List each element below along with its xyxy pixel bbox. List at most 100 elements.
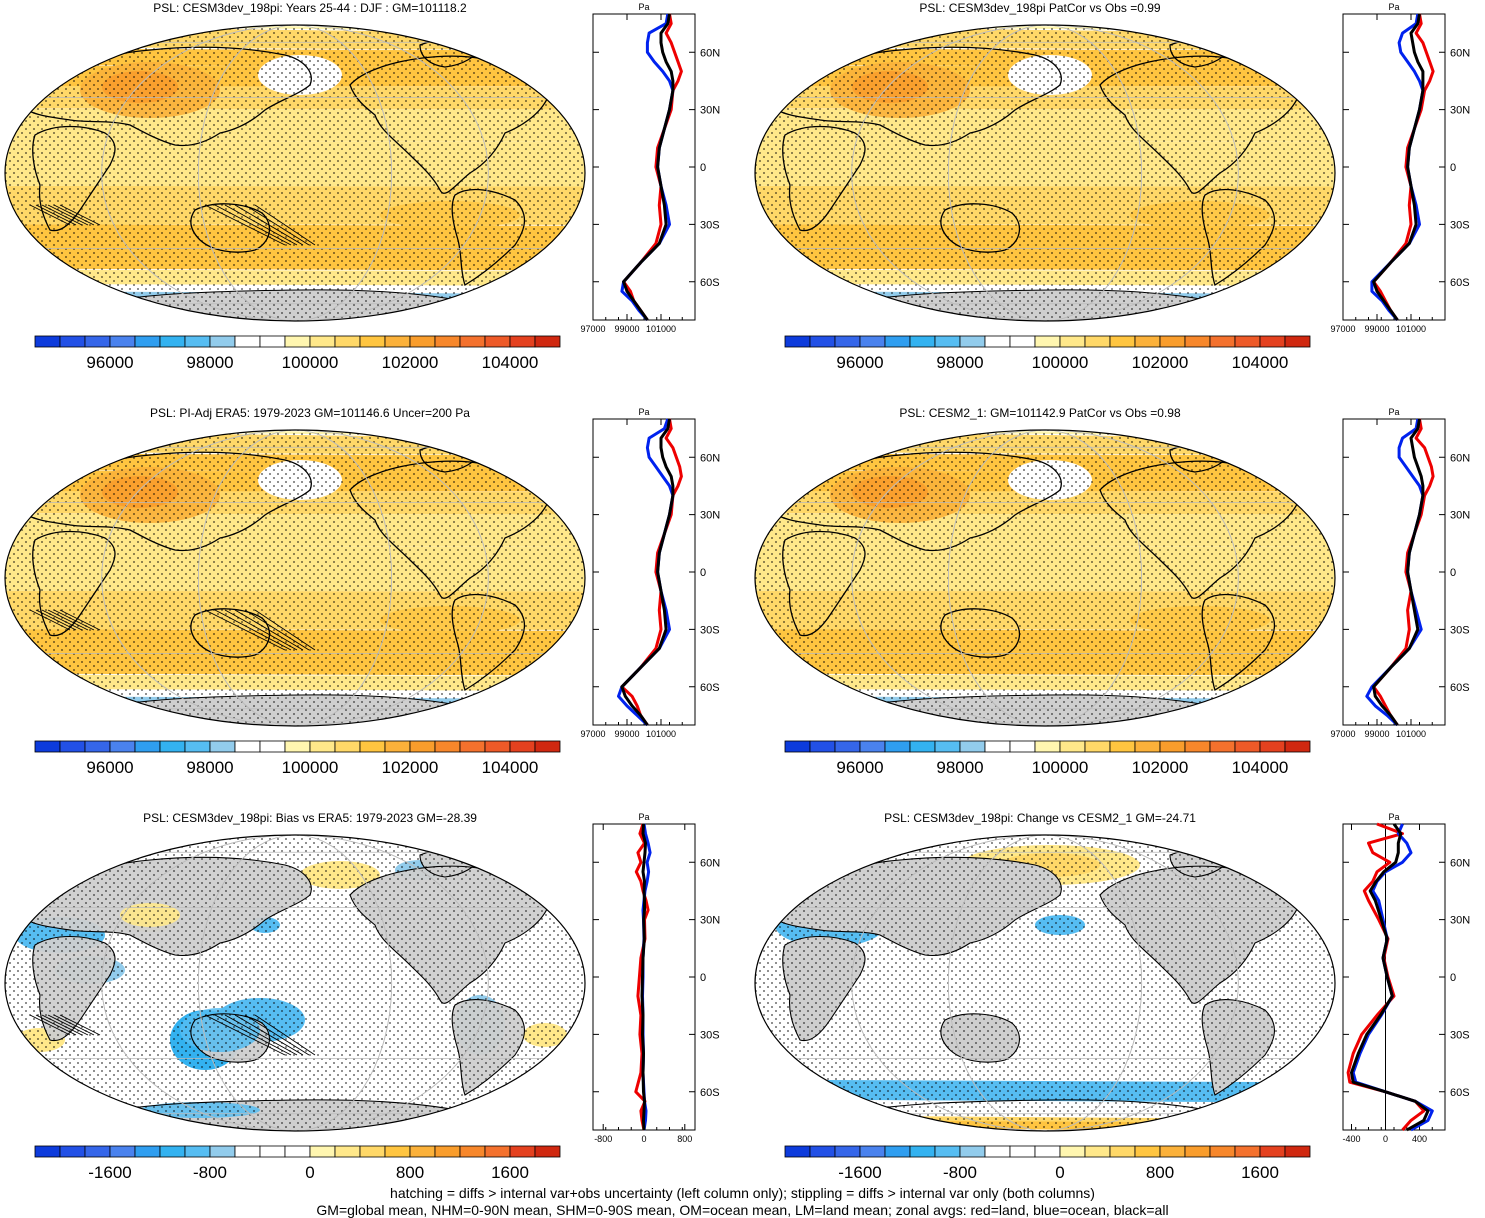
zonal-ytick-label: 60N: [1450, 452, 1470, 464]
colorbar-swatch: [509, 740, 536, 753]
colorbar-swatch: [1109, 1145, 1136, 1158]
map-field: [755, 835, 1335, 1131]
colorbar-swatch: [434, 740, 461, 753]
coastline-namerica: [1099, 865, 1299, 1004]
colorbar-swatch: [184, 335, 211, 348]
zonal-ytick-label: 60S: [1450, 682, 1470, 694]
colorbar-label: 104000: [482, 758, 539, 777]
coastline-australia: [940, 203, 1021, 253]
map-outline: [4, 429, 586, 727]
colorbar-swatch: [1209, 1145, 1236, 1158]
colorbar-swatch: [834, 740, 861, 753]
panel-6-map: [754, 834, 1336, 1132]
colorbar-label: 1600: [491, 1163, 529, 1182]
colorbar-swatch: [359, 335, 386, 348]
footnote-legend: GM=global mean, NHM=0-90N mean, SHM=0-90…: [316, 1202, 1169, 1218]
colorbar-label: 100000: [1032, 353, 1089, 372]
zonal-unit-label: Pa: [1388, 407, 1399, 417]
map-field: [755, 430, 1335, 726]
coastline-namerica: [349, 460, 549, 599]
colorbar-label: 96000: [836, 758, 883, 777]
colorbar-swatch: [159, 1145, 186, 1158]
zonal-line-land: [620, 418, 683, 726]
colorbar-swatch: [1284, 335, 1311, 348]
zonal-ytick-label: 0: [1450, 567, 1456, 579]
zonal-ytick-label: 0: [700, 972, 706, 984]
colorbar-label: 96000: [86, 758, 133, 777]
colorbar-swatch: [359, 1145, 386, 1158]
panel-6-title: PSL: CESM3dev_198pi: Change vs CESM2_1 G…: [884, 811, 1196, 825]
colorbar-swatch: [1184, 335, 1211, 348]
zonal-ytick-label: 30S: [700, 219, 720, 231]
colorbar-swatch: [184, 740, 211, 753]
colorbar-swatch: [134, 1145, 161, 1158]
colorbar-swatch: [1059, 335, 1086, 348]
colorbar-swatch: [34, 335, 61, 348]
coastline-samerica: [451, 593, 526, 691]
zonal-xtick-label: 97000: [1330, 729, 1355, 739]
colorbar-swatch: [59, 740, 86, 753]
colorbar-swatch: [109, 1145, 136, 1158]
colorbar-label: 102000: [1132, 758, 1189, 777]
coastline-eurasia: [769, 856, 1062, 957]
panel-3-title: PSL: PI-Adj ERA5: 1979-2023 GM=101146.6 …: [150, 406, 470, 420]
panel-2-zonal-plot: Pa 97000 99000 101000 60N 30N 0 30S 60S: [1330, 2, 1470, 334]
zonal-xtick-label: 101000: [646, 324, 676, 334]
colorbar-swatch: [534, 740, 561, 753]
colorbar-swatch: [1184, 1145, 1211, 1158]
colorbar-swatch: [484, 1145, 511, 1158]
colorbar-swatch: [984, 1145, 1011, 1158]
colorbar-swatch: [809, 1145, 836, 1158]
colorbar-swatch: [159, 335, 186, 348]
zonal-ytick-label: 60S: [1450, 277, 1470, 289]
coastline-namerica: [1099, 55, 1299, 194]
colorbar-swatch: [309, 1145, 336, 1158]
colorbar-swatch: [284, 1145, 311, 1158]
colorbar-swatch: [1159, 740, 1186, 753]
coastline-africa: [782, 530, 866, 637]
colorbar-swatch: [884, 740, 911, 753]
zonal-xtick-label: 99000: [614, 324, 639, 334]
zonal-xtick-label: 800: [677, 1134, 692, 1144]
colorbar-swatch: [284, 335, 311, 348]
coastline-australia: [190, 203, 271, 253]
colorbar-swatch: [1034, 740, 1061, 753]
graticule: [795, 25, 1295, 321]
hatching: [29, 1014, 316, 1056]
zonal-xtick-label: 101000: [1396, 729, 1426, 739]
hatching: [29, 609, 316, 651]
map-field: [5, 25, 585, 321]
colorbar-swatch: [309, 335, 336, 348]
zonal-xtick-label: 101000: [1396, 324, 1426, 334]
map-outline: [4, 834, 586, 1132]
zonal-xtick-label: -400: [1342, 1134, 1360, 1144]
zonal-ytick-label: 0: [700, 567, 706, 579]
colorbar-swatch: [1259, 740, 1286, 753]
colorbar-swatch: [434, 335, 461, 348]
panel-1-map: [4, 24, 586, 322]
colorbar-swatch: [84, 1145, 111, 1158]
colorbar-swatch: [884, 1145, 911, 1158]
graticule: [45, 430, 545, 726]
colorbar-swatch: [884, 335, 911, 348]
colorbar-swatch: [1084, 740, 1111, 753]
graticule: [45, 835, 545, 1131]
colorbar-label: -800: [193, 1163, 227, 1182]
zonal-ytick-label: 60S: [700, 277, 720, 289]
colorbar-swatch: [284, 740, 311, 753]
zonal-line-all: [1350, 823, 1430, 1132]
zonal-xtick-label: 99000: [1364, 324, 1389, 334]
zonal-ytick-label: 30S: [1450, 219, 1470, 231]
colorbar-swatch: [1034, 335, 1061, 348]
stippling: [755, 835, 1335, 1131]
colorbar-swatch: [259, 740, 286, 753]
zonal-ytick-label: 60N: [1450, 47, 1470, 59]
graticule: [45, 25, 545, 321]
colorbar-swatch: [334, 740, 361, 753]
map-outline: [754, 834, 1336, 1132]
colorbar-swatch: [234, 335, 261, 348]
zonal-xtick-label: 0: [1383, 1134, 1388, 1144]
colorbar-swatch: [534, 1145, 561, 1158]
colorbar-swatch: [959, 335, 986, 348]
coastline-samerica: [451, 188, 526, 286]
